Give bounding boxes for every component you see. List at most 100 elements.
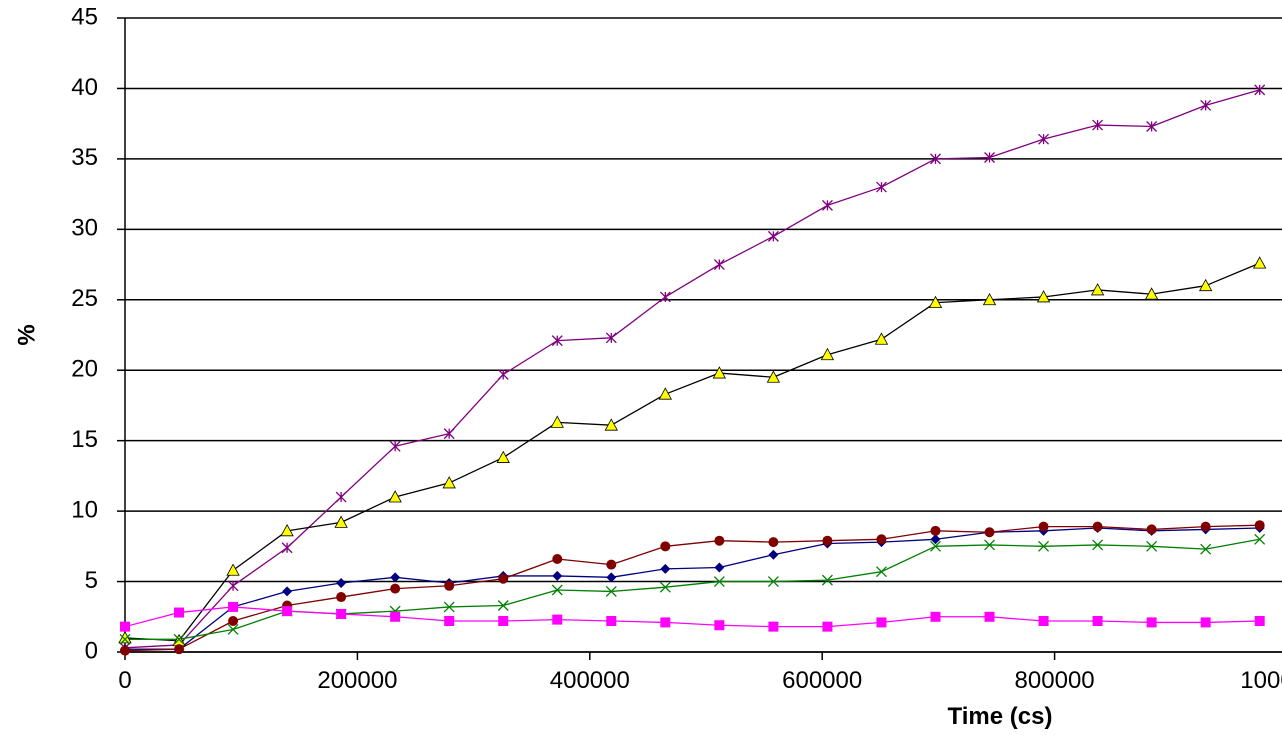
marker (876, 617, 887, 628)
x-tick-label: 800000 (1015, 667, 1095, 694)
marker (659, 581, 671, 593)
series-line (125, 527, 1260, 650)
marker (1038, 521, 1049, 532)
marker (390, 583, 401, 594)
marker (227, 623, 239, 635)
marker (282, 586, 293, 597)
marker (930, 540, 941, 552)
marker (984, 611, 995, 622)
marker (768, 621, 779, 632)
marker (443, 428, 455, 440)
marker (443, 601, 455, 613)
marker (227, 580, 239, 592)
marker (281, 542, 293, 554)
marker (498, 616, 509, 627)
marker (228, 601, 239, 612)
marker (550, 415, 564, 428)
x-tick-label: 0 (118, 667, 131, 694)
marker (660, 617, 671, 628)
marker (498, 573, 509, 584)
marker (1200, 617, 1211, 628)
marker (1254, 84, 1266, 96)
y-tick-label: 35 (71, 144, 98, 171)
marker (930, 153, 941, 165)
marker (444, 616, 455, 627)
marker (876, 181, 887, 193)
marker (604, 418, 618, 431)
marker (1090, 283, 1105, 296)
y-axis-title: % (13, 324, 40, 345)
marker (444, 580, 455, 591)
y-tick-label: 25 (71, 285, 98, 312)
marker (767, 576, 779, 588)
marker (876, 566, 887, 578)
marker (1144, 287, 1159, 300)
marker (821, 199, 833, 211)
marker (1092, 616, 1103, 627)
marker (496, 450, 510, 463)
marker (876, 534, 887, 545)
marker (551, 584, 563, 596)
y-tick-label: 15 (71, 426, 98, 453)
marker (606, 616, 617, 627)
marker (174, 607, 185, 618)
marker (713, 576, 725, 588)
marker (1146, 121, 1158, 132)
x-tick-label: 400000 (550, 667, 630, 694)
marker (552, 570, 563, 581)
series-line (124, 89, 1260, 649)
marker (390, 611, 401, 622)
marker (388, 490, 402, 503)
marker (874, 332, 889, 345)
marker (1038, 133, 1050, 145)
series-line (124, 524, 1260, 652)
marker (714, 620, 725, 631)
y-tick-label: 45 (71, 3, 98, 30)
marker (497, 368, 509, 380)
marker (1200, 521, 1211, 532)
marker (605, 585, 617, 597)
marker (982, 292, 997, 306)
marker (659, 291, 671, 303)
marker (930, 611, 941, 622)
marker (660, 541, 671, 552)
marker (1146, 540, 1158, 552)
marker (119, 633, 131, 645)
marker (606, 572, 617, 583)
marker (1146, 524, 1157, 535)
y-tick-label: 20 (71, 356, 98, 383)
marker (1200, 99, 1212, 111)
marker (1254, 520, 1265, 531)
marker (658, 387, 673, 400)
marker (984, 527, 995, 538)
x-tick-label: 1000000 (1240, 667, 1282, 694)
x-axis-title: Time (cs) (948, 703, 1053, 730)
y-tick-label: 30 (71, 215, 98, 242)
marker (930, 525, 941, 536)
marker (1146, 617, 1157, 628)
marker (766, 370, 781, 383)
series-line (124, 606, 1260, 628)
y-tick-label: 5 (85, 567, 98, 594)
marker (928, 295, 943, 308)
marker (1036, 290, 1051, 303)
marker (767, 230, 779, 242)
marker (336, 608, 347, 619)
marker (1254, 533, 1266, 545)
marker (821, 574, 833, 586)
marker (280, 524, 294, 537)
marker (552, 614, 563, 625)
marker (118, 631, 132, 644)
y-tick-label: 40 (71, 74, 98, 101)
marker (714, 562, 725, 573)
marker (1200, 543, 1212, 555)
y-tick-label: 10 (71, 496, 98, 523)
marker (226, 563, 240, 576)
y-tick-label: 0 (85, 637, 98, 664)
marker (820, 347, 835, 361)
marker (606, 559, 617, 570)
marker (1254, 616, 1265, 627)
marker (1253, 256, 1267, 269)
